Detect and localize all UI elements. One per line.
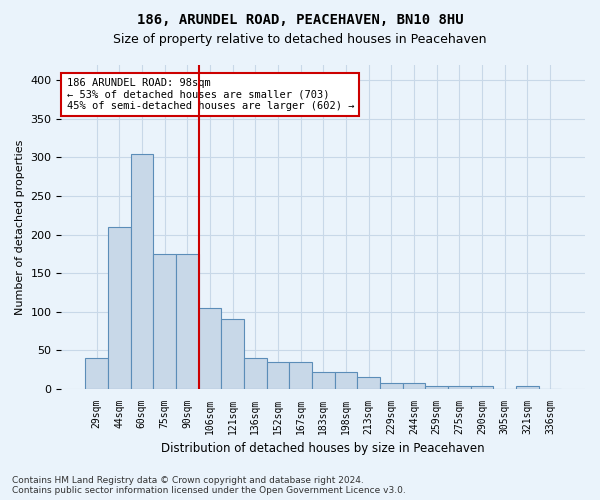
Bar [153,254,176,388]
Bar [448,386,470,388]
Bar [312,372,335,388]
Bar [176,254,199,388]
Bar [357,377,380,388]
Text: 186 ARUNDEL ROAD: 98sqm
← 53% of detached houses are smaller (703)
45% of semi-d: 186 ARUNDEL ROAD: 98sqm ← 53% of detache… [67,78,354,111]
Bar [221,320,244,388]
Bar [85,358,108,388]
Bar [266,362,289,388]
Bar [199,308,221,388]
Bar [289,362,312,388]
Bar [425,386,448,388]
Bar [470,386,493,388]
Bar [335,372,357,388]
Text: Size of property relative to detached houses in Peacehaven: Size of property relative to detached ho… [113,32,487,46]
Bar [244,358,266,388]
Y-axis label: Number of detached properties: Number of detached properties [15,139,25,314]
Text: 186, ARUNDEL ROAD, PEACEHAVEN, BN10 8HU: 186, ARUNDEL ROAD, PEACEHAVEN, BN10 8HU [137,12,463,26]
Bar [516,386,539,388]
Text: Contains HM Land Registry data © Crown copyright and database right 2024.
Contai: Contains HM Land Registry data © Crown c… [12,476,406,495]
Bar [108,227,131,388]
Bar [403,382,425,388]
Bar [380,382,403,388]
Bar [131,154,153,388]
X-axis label: Distribution of detached houses by size in Peacehaven: Distribution of detached houses by size … [161,442,485,455]
